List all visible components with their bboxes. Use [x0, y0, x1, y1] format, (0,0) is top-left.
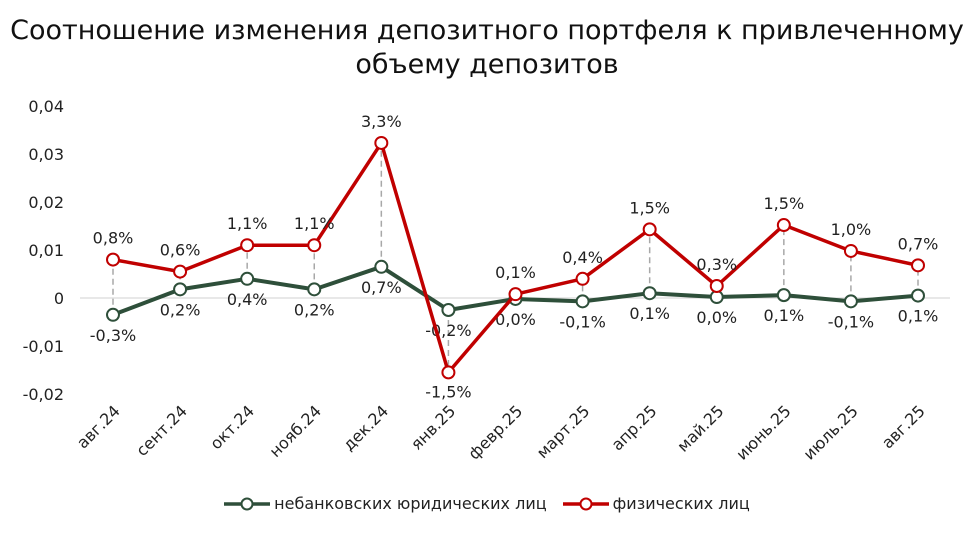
x-tick-label: янв.25: [407, 401, 459, 453]
legend-item: небанковских юридических лиц: [224, 494, 547, 513]
data-point: [374, 259, 389, 274]
y-tick-label: 0,01: [28, 241, 64, 260]
data-label: 0,0%: [495, 310, 536, 329]
y-tick-label: 0,02: [28, 193, 64, 212]
x-tick-label: нояб.24: [266, 401, 326, 461]
x-tick-label: авг.24: [73, 401, 124, 452]
data-point: [508, 287, 523, 302]
x-tick-label: февр.25: [464, 401, 526, 463]
data-label: 1,1%: [294, 214, 335, 233]
data-label: 0,2%: [294, 300, 335, 319]
data-point: [106, 307, 120, 322]
data-point: [709, 279, 724, 293]
data-point: [441, 365, 456, 380]
data-label: 0,0%: [696, 308, 737, 327]
legend-item: физических лиц: [562, 494, 750, 513]
data-point: [240, 271, 255, 286]
data-label: -0,3%: [90, 326, 136, 345]
data-label: 1,0%: [831, 220, 872, 239]
data-point: [575, 294, 590, 309]
x-tick-label: дек.24: [339, 401, 392, 454]
data-label: 0,7%: [898, 234, 939, 253]
data-label: -0,1%: [828, 312, 874, 331]
data-label: -0,1%: [559, 312, 605, 331]
data-point: [776, 288, 791, 303]
legend-marker-icon: [562, 497, 609, 510]
data-label: 0,4%: [227, 290, 268, 309]
data-point: [307, 238, 322, 253]
data-point: [642, 286, 657, 301]
data-point: [307, 282, 322, 297]
x-tick-label: июль.25: [800, 401, 862, 463]
y-tick-label: -0,02: [23, 385, 64, 404]
data-label: 0,6%: [160, 241, 201, 260]
data-label: 0,3%: [696, 255, 737, 274]
x-tick-label: апр.25: [608, 401, 661, 454]
data-label: 0,1%: [764, 306, 805, 325]
x-tick-label: март.25: [533, 401, 594, 462]
data-label: 0,1%: [898, 307, 939, 326]
x-tick-label: май.25: [673, 401, 727, 455]
legend-label: физических лиц: [612, 494, 750, 513]
x-tick-label: июнь.25: [732, 401, 794, 463]
x-tick-label: окт.24: [206, 401, 258, 453]
y-tick-label: 0: [54, 289, 64, 308]
legend-marker-icon: [224, 497, 271, 510]
data-label: -0,2%: [425, 321, 471, 340]
y-tick-label: 0,03: [28, 145, 64, 164]
data-label: 0,1%: [495, 263, 536, 282]
data-label: 1,1%: [227, 214, 268, 233]
chart-title: Соотношение изменения депозитного портфе…: [10, 15, 964, 80]
series-line-1: [112, 141, 919, 375]
data-label: 0,8%: [93, 229, 134, 248]
data-point: [441, 303, 456, 317]
data-point: [642, 222, 657, 237]
y-tick-label: 0,04: [28, 97, 64, 116]
data-label: 1,5%: [764, 194, 805, 213]
data-point: [240, 238, 255, 253]
data-label: 3,3%: [361, 112, 402, 131]
data-label: 0,1%: [629, 304, 670, 323]
data-point: [843, 243, 858, 258]
x-tick-label: сент.24: [132, 401, 191, 460]
data-point: [173, 264, 188, 279]
data-label: 0,7%: [361, 278, 402, 297]
data-point: [173, 282, 188, 297]
data-point: [374, 135, 389, 150]
data-label: -1,5%: [425, 382, 471, 401]
data-point: [575, 271, 590, 286]
data-label: 1,5%: [629, 198, 670, 217]
data-label: 0,2%: [160, 300, 201, 319]
legend: небанковских юридических лиц физических л…: [0, 494, 974, 513]
data-point: [911, 288, 925, 303]
y-tick-label: -0,01: [23, 337, 64, 356]
data-point: [911, 258, 925, 273]
x-tick-label: авг.25: [878, 401, 929, 452]
data-point: [843, 294, 858, 309]
legend-label: небанковских юридических лиц: [274, 494, 547, 513]
data-point: [106, 252, 120, 267]
data-point: [776, 218, 791, 233]
data-label: 0,4%: [562, 248, 603, 267]
